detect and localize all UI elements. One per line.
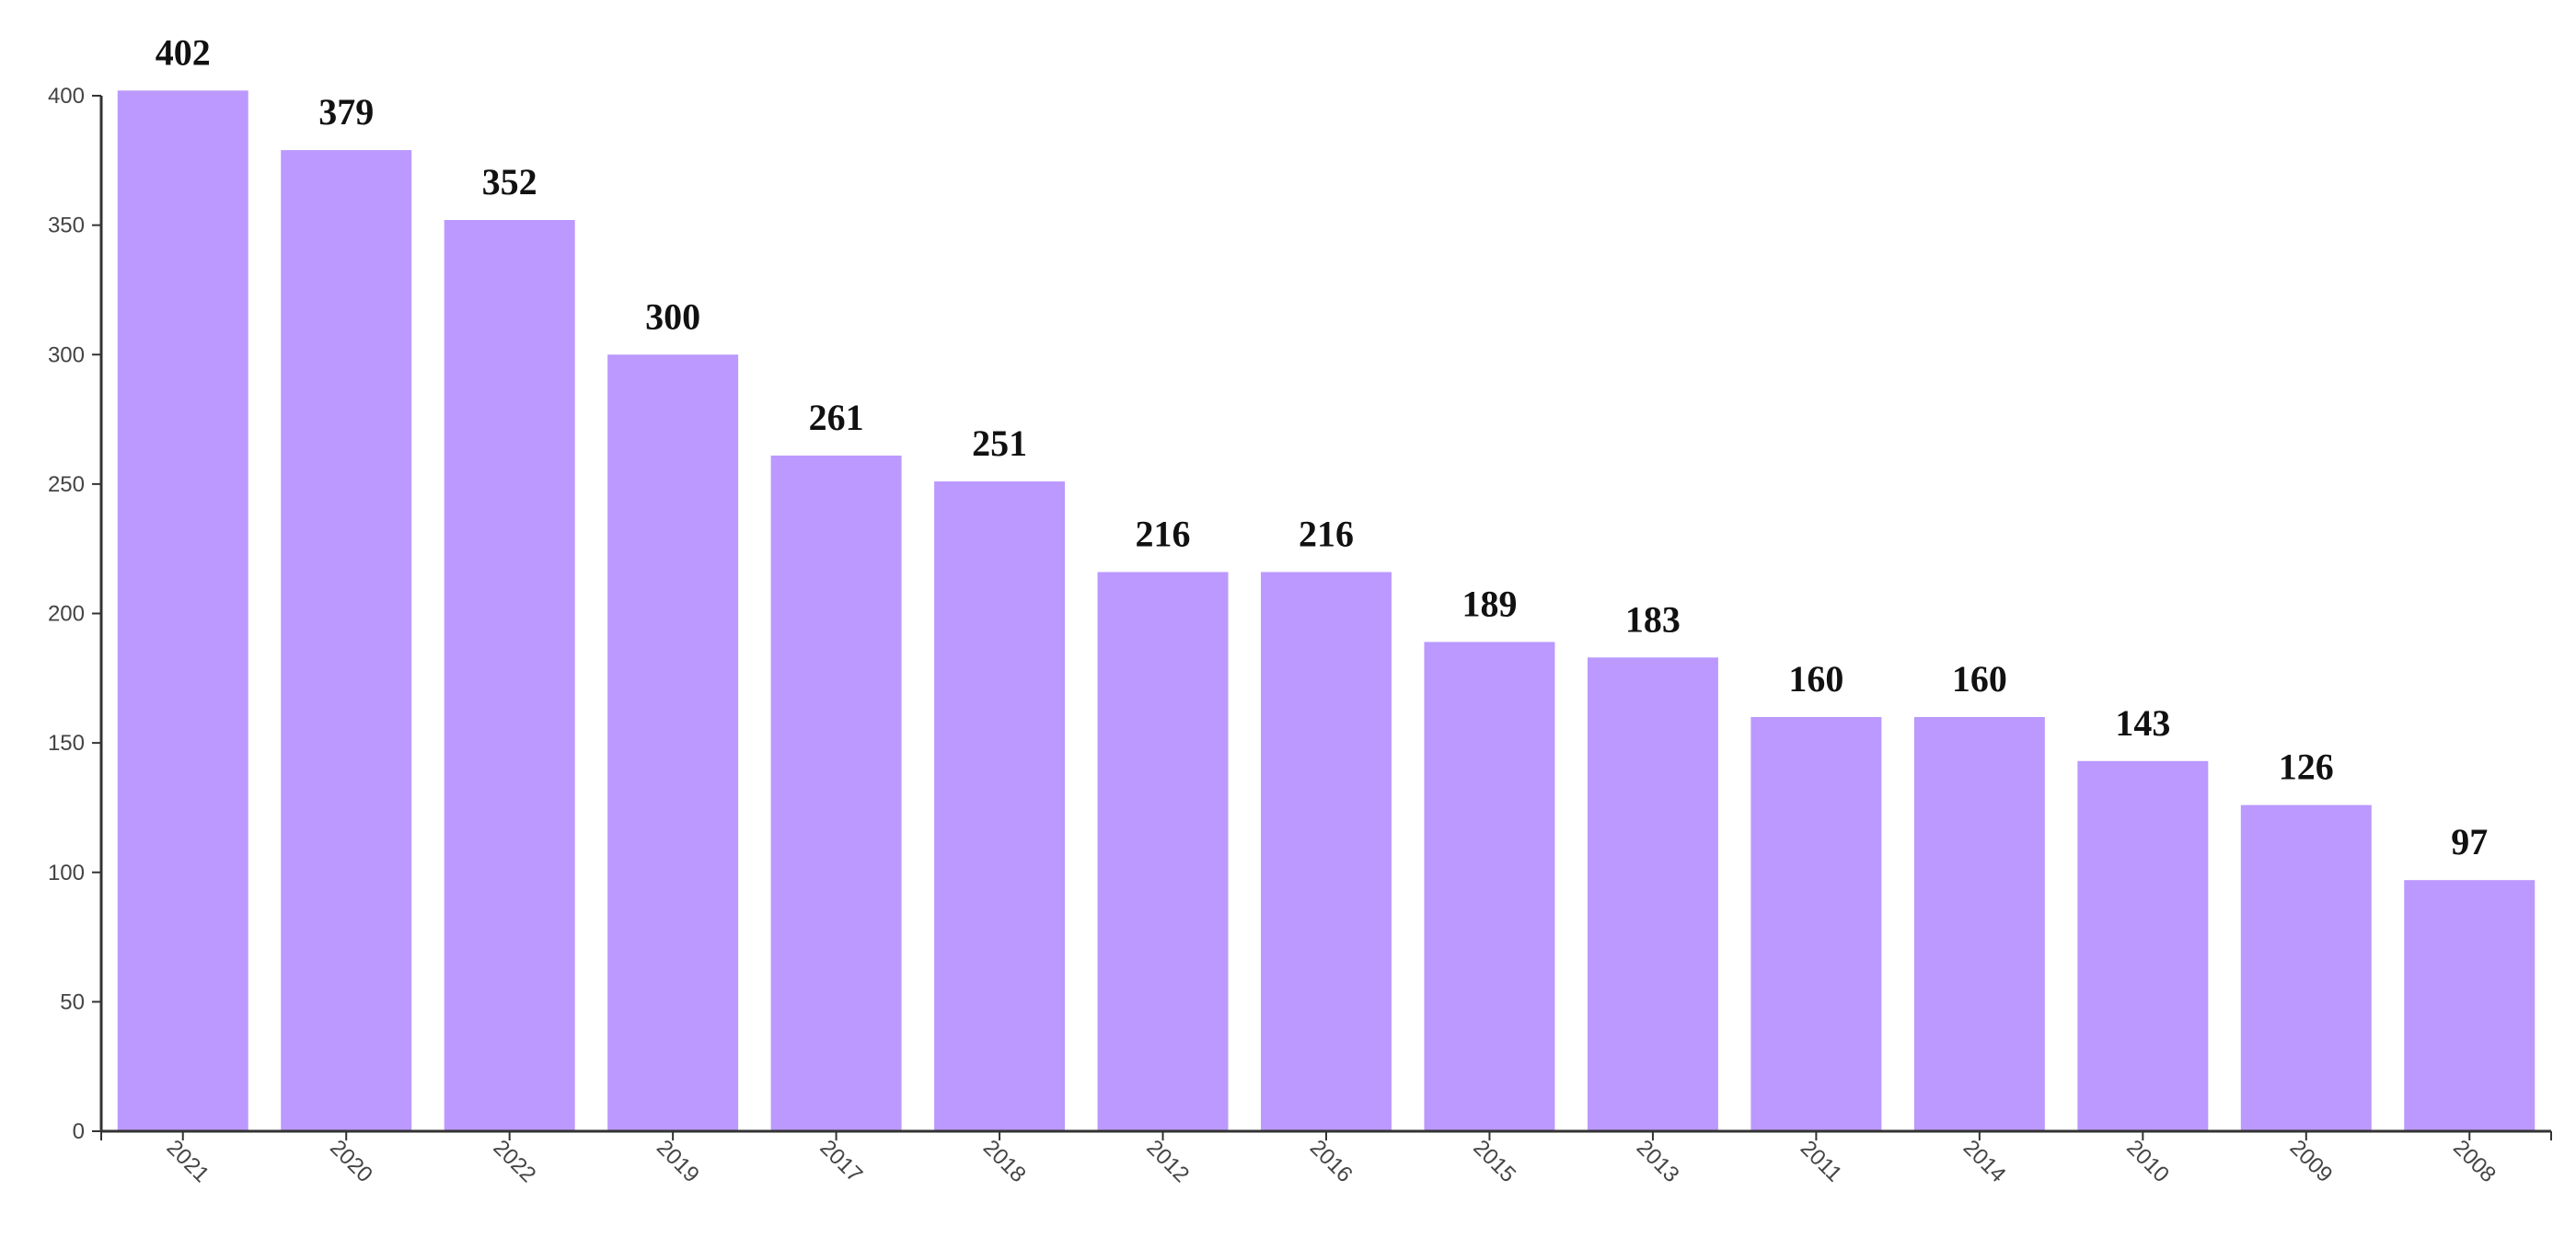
bar-2017 — [770, 455, 902, 1131]
bars-layer — [117, 90, 2536, 1131]
data-label-2021: 402 — [156, 31, 211, 73]
y-tick-label-350: 350 — [48, 214, 85, 238]
y-tick-label-50: 50 — [60, 989, 85, 1014]
y-tick-label-200: 200 — [48, 602, 85, 627]
data-label-2012: 216 — [1136, 514, 1191, 555]
x-tick-label-2020: 2020 — [325, 1135, 377, 1187]
data-label-2009: 126 — [2279, 746, 2334, 788]
bar-2020 — [281, 150, 412, 1131]
y-tick-label-250: 250 — [48, 472, 85, 497]
data-label-2011: 160 — [1788, 658, 1843, 700]
x-tick-label-2018: 2018 — [978, 1135, 1031, 1187]
data-label-2022: 352 — [482, 161, 537, 202]
data-label-2008: 97 — [2451, 821, 2488, 862]
x-tick-label-2013: 2013 — [1632, 1135, 1684, 1187]
data-labels-layer: 402 379 352 300 261 251 216 216 189 183 160 160 143 1… — [156, 31, 2489, 862]
bar-2014 — [1913, 717, 2045, 1131]
data-label-2010: 143 — [2115, 702, 2170, 744]
x-tick-label-2012: 2012 — [1141, 1135, 1194, 1187]
bar-2021 — [117, 90, 248, 1131]
data-label-2013: 183 — [1625, 598, 1681, 640]
x-tick-label-2019: 2019 — [652, 1135, 704, 1187]
y-tick-label-0: 0 — [73, 1119, 85, 1144]
x-tick-label-2014: 2014 — [1958, 1135, 2011, 1187]
bar-2012 — [1097, 572, 1229, 1131]
data-label-2015: 189 — [1461, 583, 1517, 624]
y-axis: 0 50 100 150 200 250 300 350 400 — [48, 84, 103, 1144]
y-tick-label-400: 400 — [48, 84, 85, 109]
x-tick-label-2017: 2017 — [814, 1135, 867, 1187]
data-label-2017: 261 — [809, 397, 864, 438]
x-tick-label-2016: 2016 — [1305, 1135, 1357, 1187]
y-tick-label-300: 300 — [48, 342, 85, 367]
bar-2009 — [2240, 804, 2372, 1131]
bar-2008 — [2404, 880, 2536, 1131]
x-tick-label-2010: 2010 — [2121, 1135, 2174, 1187]
y-tick-label-150: 150 — [48, 731, 85, 756]
x-tick-label-2022: 2022 — [489, 1135, 541, 1187]
bar-2016 — [1261, 572, 1392, 1131]
bar-2018 — [934, 481, 1066, 1131]
y-tick-label-100: 100 — [48, 861, 85, 885]
data-label-2019: 300 — [645, 295, 700, 337]
x-tick-label-2015: 2015 — [1468, 1135, 1520, 1187]
bar-2015 — [1424, 642, 1555, 1131]
data-label-2016: 216 — [1299, 514, 1354, 555]
bar-2011 — [1750, 717, 1882, 1131]
bar-2022 — [444, 220, 575, 1131]
x-axis: 2021 2020 2022 2019 2017 2018 2012 2016 2015 2013… — [100, 1129, 2552, 1187]
x-tick-label-2008: 2008 — [2448, 1135, 2501, 1187]
data-label-2018: 251 — [972, 422, 1027, 464]
bar-2010 — [2077, 760, 2209, 1131]
data-label-2014: 160 — [1952, 658, 2007, 700]
bar-2013 — [1587, 657, 1718, 1131]
x-tick-label-2011: 2011 — [1796, 1136, 1847, 1187]
x-tick-label-2021: 2021 — [162, 1135, 214, 1187]
x-tick-label-2009: 2009 — [2285, 1135, 2338, 1187]
data-label-2020: 379 — [318, 91, 374, 133]
bar-2019 — [607, 354, 739, 1131]
